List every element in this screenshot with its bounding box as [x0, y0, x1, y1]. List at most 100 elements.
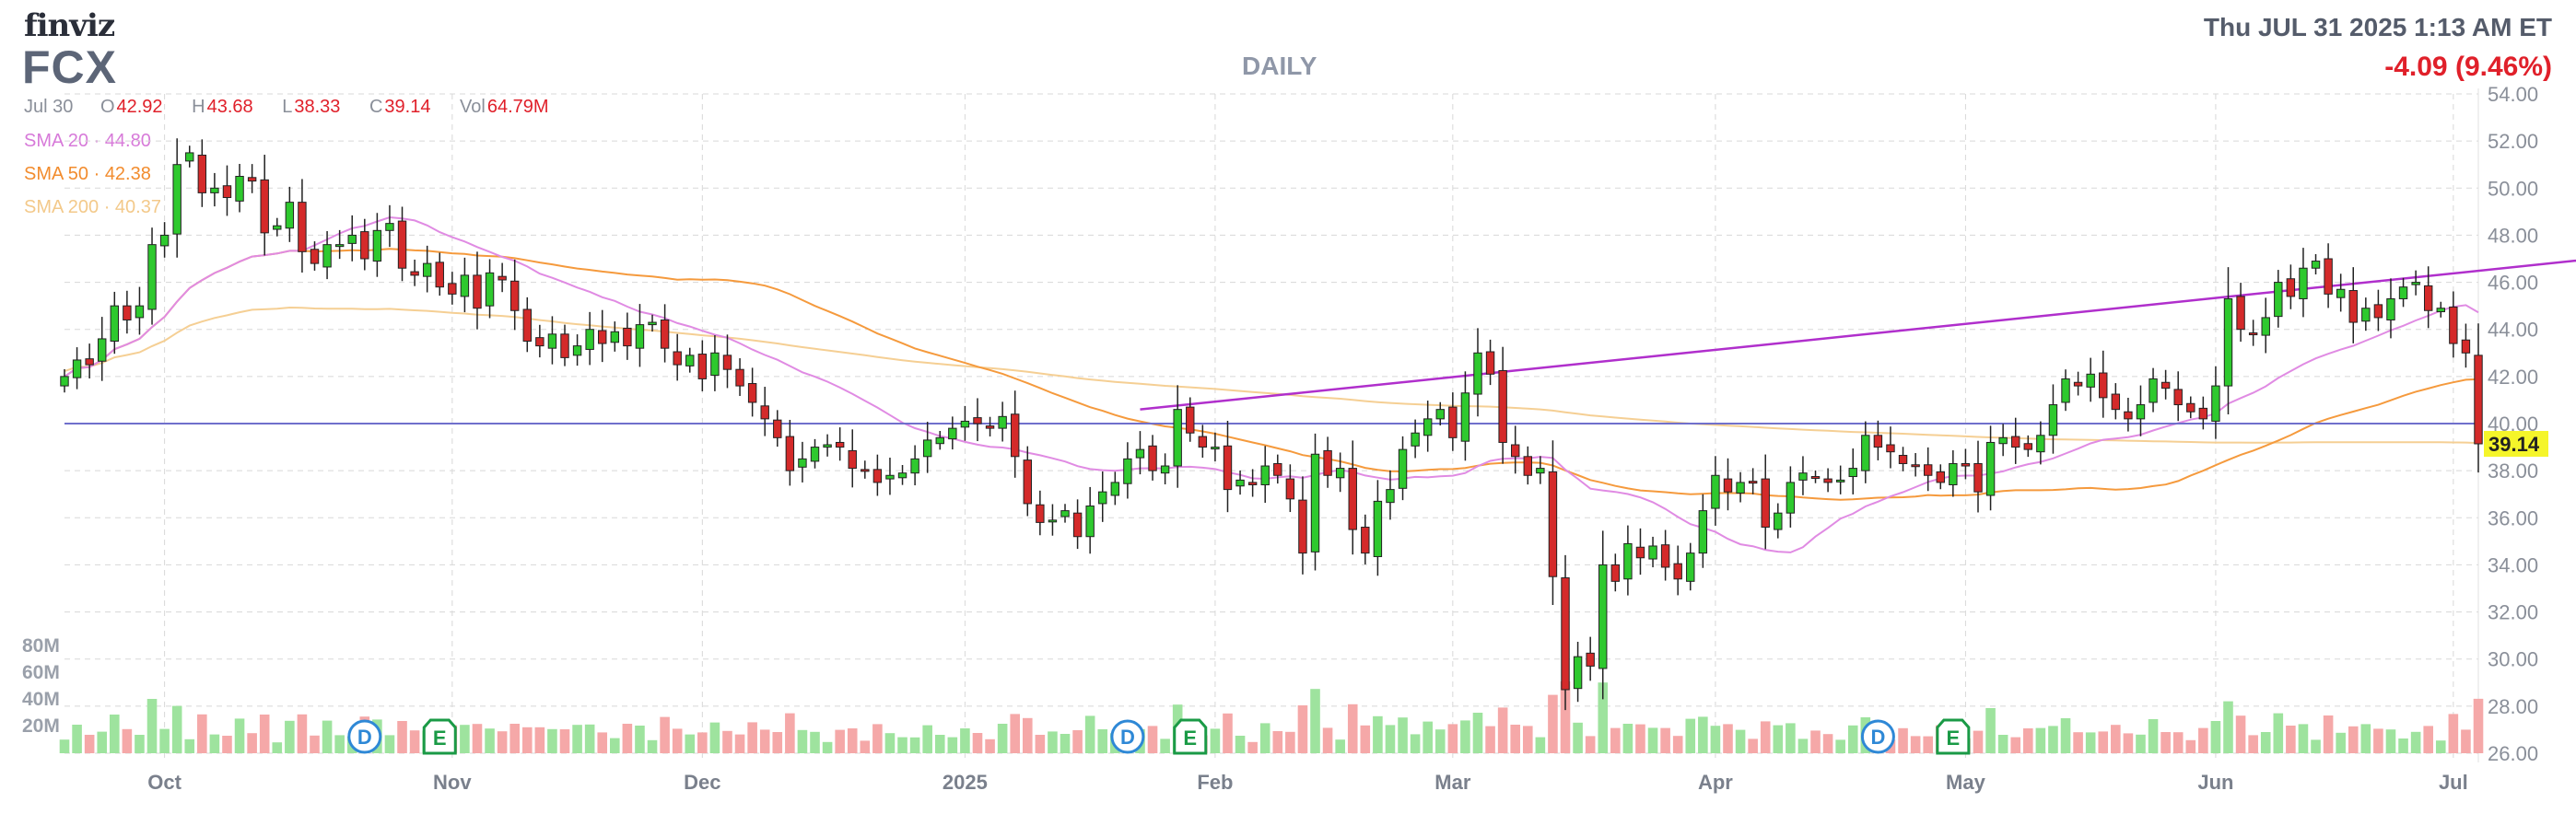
volume-axis-label: 60M [22, 662, 60, 683]
candle [285, 186, 295, 242]
y-tick-label: 34.00 [2488, 553, 2538, 576]
sma50-legend[interactable]: SMA 50 · 42.38 [24, 164, 151, 184]
candle [722, 334, 732, 389]
volume-bar [84, 735, 95, 753]
candle-down [2111, 393, 2121, 411]
volume-bar [2185, 739, 2196, 753]
volume-bar [960, 728, 970, 753]
candle-down [623, 327, 632, 347]
candle [610, 321, 620, 352]
candle [360, 218, 369, 271]
candle-up [810, 447, 820, 462]
volume-bar [1235, 736, 1246, 753]
candle-down [298, 202, 307, 252]
events[interactable]: DEDEDEDE [347, 718, 2576, 755]
volume-bar [272, 742, 283, 753]
earnings-marker[interactable]: E [1936, 718, 1971, 755]
volume-bar [1097, 729, 1108, 753]
candle [2023, 435, 2033, 458]
x-tick-label: Feb [1197, 771, 1233, 794]
candle [1961, 448, 1971, 480]
candle [2198, 396, 2208, 430]
candle-down [1923, 464, 1933, 476]
candle [522, 297, 532, 353]
volume-bar [847, 728, 858, 753]
candle-up [2061, 378, 2070, 403]
y-tick-label: 44.00 [2488, 319, 2538, 342]
candle [960, 405, 970, 441]
volume-bar [2435, 740, 2446, 753]
volume-bar [1735, 729, 1746, 753]
y-tick-label: 28.00 [2488, 695, 2538, 718]
dividend-marker[interactable]: D [1860, 719, 1895, 754]
candle-down [973, 417, 982, 424]
y-tick-label: 26.00 [2488, 742, 2538, 765]
candles [60, 138, 2483, 711]
candle [2061, 369, 2070, 412]
volume-bar [972, 733, 983, 753]
candle-down [2124, 411, 2133, 420]
candle-up [1048, 519, 1058, 523]
finviz-logo[interactable]: finviz [24, 7, 115, 44]
candle [1911, 453, 1920, 477]
candle [2223, 267, 2233, 415]
candle [2324, 243, 2333, 308]
dividend-marker[interactable]: D [1110, 719, 1145, 754]
candle-up [1098, 491, 1107, 505]
candle-down [598, 330, 607, 344]
candle [1798, 456, 1808, 495]
candle [1548, 440, 1558, 605]
volume-bar [1522, 726, 1533, 753]
candle-down [2373, 304, 2383, 319]
candle-up [572, 345, 582, 356]
candle-down [1873, 435, 1883, 448]
candle [1186, 397, 1195, 442]
candle-down [1036, 504, 1045, 523]
x-tick-label: May [1946, 771, 1986, 794]
candle [1386, 470, 1395, 520]
candle [1623, 525, 1633, 596]
candle-down [760, 405, 769, 420]
candle-down [1023, 459, 1032, 505]
volume-bar [2448, 714, 2459, 753]
sma200-legend[interactable]: SMA 200 · 40.37 [24, 197, 161, 217]
dividend-marker[interactable]: D [347, 719, 382, 754]
earnings-marker[interactable]: E [1173, 718, 1208, 755]
volume-bar [1223, 713, 1233, 753]
sma50-line [64, 248, 2479, 501]
volume-label: Vol [460, 97, 486, 117]
volume-bar [584, 724, 595, 753]
candle [2436, 301, 2445, 318]
candle-down [872, 469, 883, 483]
volume-bar [1760, 721, 1771, 753]
volume-bar [2123, 733, 2134, 753]
candle [1561, 554, 1570, 711]
candle [585, 311, 594, 366]
candle-up [385, 223, 394, 231]
volume-bar [1373, 715, 1383, 753]
volume-bar [2035, 727, 2046, 753]
volume-bar [797, 729, 808, 753]
candle [623, 312, 632, 360]
candle [635, 304, 645, 367]
earnings-marker[interactable]: E [422, 718, 457, 755]
candle-up [948, 427, 957, 440]
candle-up [1398, 448, 1408, 489]
candle-down [722, 355, 732, 370]
price-change: -4.09 (9.46%) [2384, 52, 2552, 82]
candle [2373, 289, 2383, 331]
last-price-tag: 39.14 [2484, 430, 2548, 457]
candle-up [1861, 435, 1870, 471]
candle [773, 410, 782, 448]
candle [1936, 464, 1945, 490]
candle [935, 430, 944, 450]
candle-up [2048, 404, 2058, 436]
candle [1235, 470, 1245, 495]
volume-axis-label: 80M [22, 635, 60, 657]
trendline[interactable] [1140, 242, 2576, 411]
candle-up [1085, 506, 1095, 538]
candle-up [1798, 472, 1808, 481]
volume-bar [2148, 719, 2159, 753]
sma50-path [64, 248, 2479, 501]
